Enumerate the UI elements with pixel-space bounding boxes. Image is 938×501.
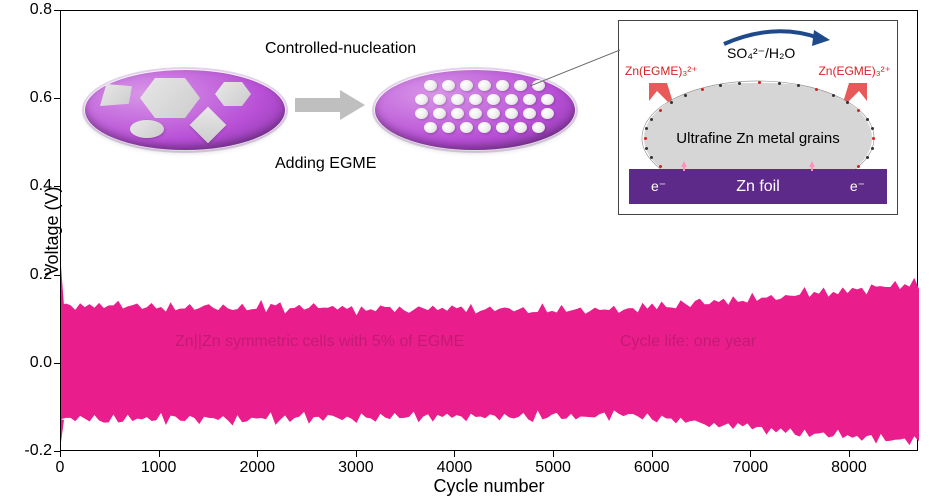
y-tick: 0.4 (30, 177, 52, 195)
x-tick: 4000 (437, 459, 473, 477)
e-minus-left: e⁻ (651, 178, 666, 195)
grain (478, 122, 491, 133)
grain (442, 80, 455, 91)
x-tick: 0 (56, 459, 65, 477)
grain (505, 94, 518, 105)
grain (478, 80, 491, 91)
x-tick: 5000 (535, 459, 571, 477)
grain (523, 94, 536, 105)
x-tick: 1000 (141, 459, 177, 477)
molecule-dot (871, 127, 874, 130)
grain (469, 94, 482, 105)
grain (505, 108, 518, 119)
up-arrow-icon (679, 161, 689, 171)
x-tick: 3000 (338, 459, 374, 477)
complex-right: Zn(EGME)₃²⁺ (818, 64, 891, 78)
grain (514, 122, 527, 133)
molecule-dot (778, 82, 781, 85)
molecule-dot (738, 82, 741, 85)
x-tick: 6000 (634, 459, 670, 477)
molecule-dot (866, 156, 869, 159)
molecule-dot (857, 109, 860, 112)
grain (487, 108, 500, 119)
y-tick: 0.8 (30, 1, 52, 19)
inset-panel: SO₄²⁻/H₂O Zn(EGME)₃²⁺ Zn(EGME)₃²⁺ Ultraf… (618, 20, 898, 215)
arrow-icon (295, 90, 365, 120)
grain (451, 108, 464, 119)
molecule-dot (659, 109, 662, 112)
molecule-dot (719, 84, 722, 87)
y-tick: -0.2 (24, 442, 52, 460)
y-tick: 0.0 (30, 354, 52, 372)
annotation-cell: Zn||Zn symmetric cells with 5% of EGME (175, 333, 464, 351)
annotation-life: Cycle life: one year (620, 333, 756, 351)
molecule-dot (644, 137, 647, 140)
schematic-caption-top: Controlled-nucleation (265, 40, 416, 58)
x-tick: 2000 (239, 459, 275, 477)
grain (424, 80, 437, 91)
molecule-dot (871, 147, 874, 150)
molecule-dot (758, 81, 761, 84)
y-tick: 0.6 (30, 89, 52, 107)
grain (469, 108, 482, 119)
zn-foil-label: Zn foil (736, 178, 780, 196)
grain (415, 108, 428, 119)
grain (487, 94, 500, 105)
nucleation-schematic: Controlled-nucleation Adding EGME (85, 30, 595, 230)
molecule-dot (866, 118, 869, 121)
grain (496, 122, 509, 133)
connector-line-icon (530, 48, 620, 88)
grain (442, 122, 455, 133)
grain (523, 108, 536, 119)
e-minus-right: e⁻ (850, 178, 865, 195)
grain (460, 80, 473, 91)
up-arrow-icon-2 (807, 161, 817, 171)
grain (460, 122, 473, 133)
grain (451, 94, 464, 105)
x-tick: 8000 (831, 459, 867, 477)
so4-label: SO₄²⁻/H₂O (727, 45, 795, 62)
x-axis: Cycle number 010002000300040005000600070… (60, 451, 918, 501)
grain (541, 94, 554, 105)
grain (424, 122, 437, 133)
y-axis: Voltage (V) -0.20.00.20.40.60.8 (0, 10, 60, 451)
grain (532, 122, 545, 133)
schematic-caption-bottom: Adding EGME (275, 155, 376, 173)
zn-foil: e⁻ Zn foil e⁻ (629, 169, 887, 204)
dish-before (85, 70, 285, 150)
molecule-dot (832, 94, 835, 97)
grain (514, 80, 527, 91)
grain (496, 80, 509, 91)
molecule-dot (846, 101, 849, 104)
x-tick: 7000 (733, 459, 769, 477)
crystal-ellipse (130, 120, 164, 138)
grain (541, 108, 554, 119)
y-tick: 0.2 (30, 266, 52, 284)
grain (433, 94, 446, 105)
grain (433, 108, 446, 119)
x-axis-label: Cycle number (433, 476, 544, 497)
molecule-dot (659, 165, 662, 168)
grain (415, 94, 428, 105)
complex-left: Zn(EGME)₃²⁺ (625, 64, 698, 78)
